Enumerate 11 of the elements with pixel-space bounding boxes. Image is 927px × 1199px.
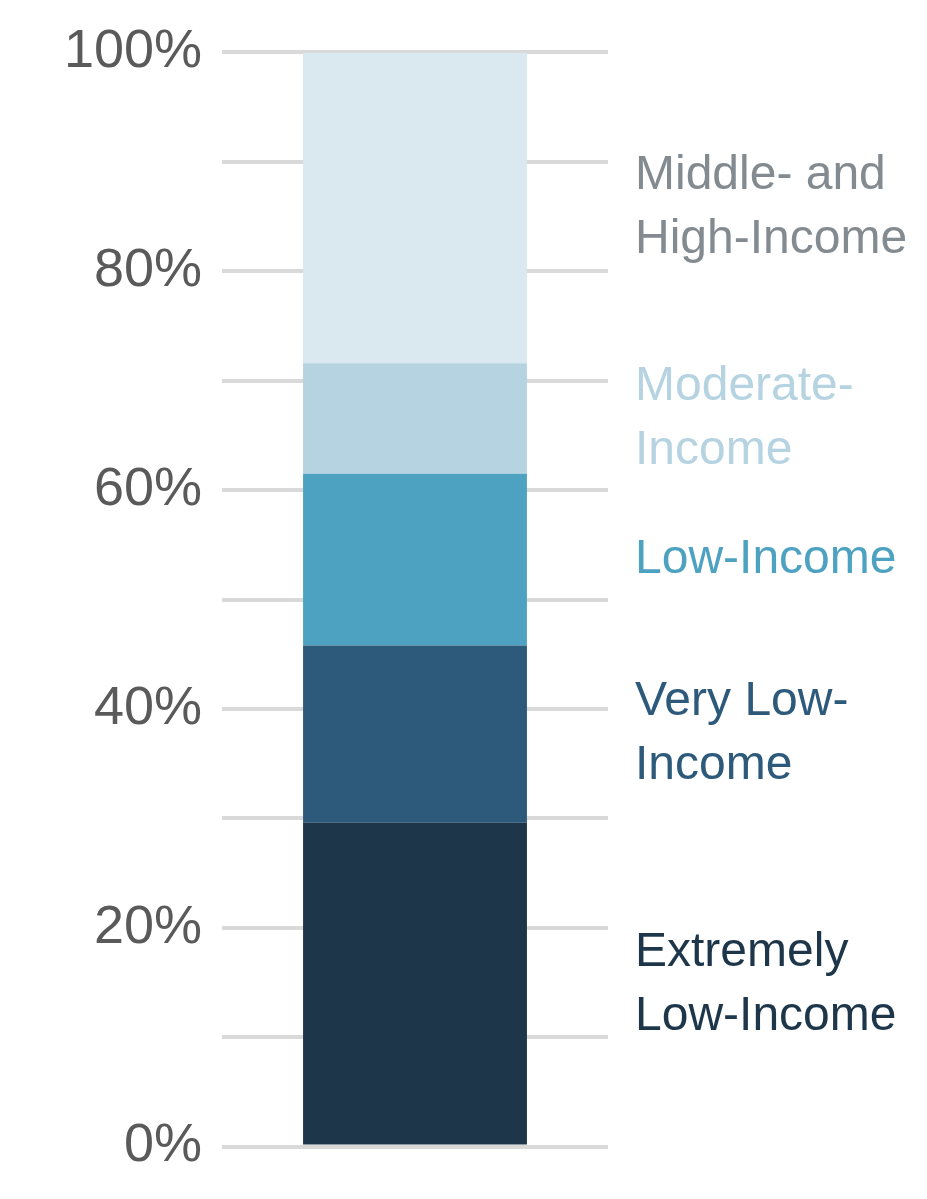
- y-tick-label: 100%: [63, 18, 202, 79]
- text: Moderate-Income: [635, 356, 854, 474]
- y-tick-label: 0%: [123, 1112, 202, 1173]
- text: Low-Income: [635, 529, 897, 583]
- text: Middle- and High-Income: [635, 146, 908, 264]
- text: Very Low-Income: [635, 672, 849, 790]
- y-tick-label: 20%: [93, 893, 202, 954]
- text: Extremely Low-Income: [635, 922, 897, 1040]
- y-tick-label: 80%: [93, 237, 202, 298]
- y-tick-label: 40%: [93, 674, 202, 735]
- y-tick-label: 60%: [93, 455, 202, 516]
